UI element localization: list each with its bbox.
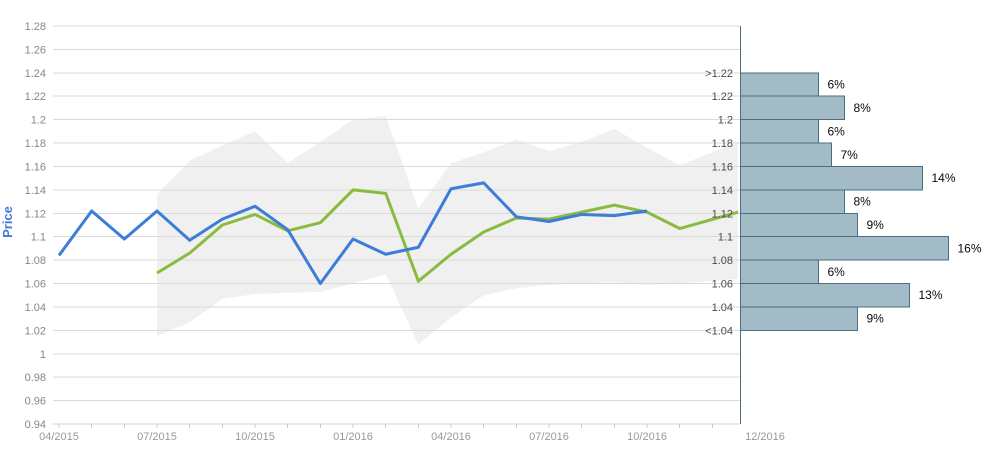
histogram-value-label: 7% <box>841 148 859 162</box>
y-axis-tick-label: 1.28 <box>25 21 46 33</box>
histogram-bin-label: 1.08 <box>712 255 733 267</box>
histogram-value-label: 8% <box>854 101 872 115</box>
axis-layer: 04/2015 07/2015 10/2015 01/2016 04/2016 07/20… <box>39 423 785 443</box>
y-axis-tick-label: 1.14 <box>25 185 46 197</box>
histogram-bar <box>740 259 819 285</box>
histogram-bin-label: <1.04 <box>705 325 733 337</box>
series-layer <box>57 181 739 286</box>
histogram-bar <box>740 283 910 308</box>
histogram-bin-label: 1.1 <box>718 232 733 244</box>
y-axis-tick-label: 1.06 <box>25 279 46 291</box>
y-axis-tick-label: 1.12 <box>25 208 46 220</box>
histogram-bar <box>740 95 845 121</box>
x-axis-label: 07/2015 <box>137 431 177 443</box>
y-axis-tick-label: 1.18 <box>25 138 46 150</box>
y-axis-tick-label: 1.26 <box>25 44 46 56</box>
x-axis-label: 04/2015 <box>39 431 79 443</box>
y-axis-tick-label: 1.24 <box>25 68 46 80</box>
y-axis-tick-label: 1.2 <box>31 115 46 127</box>
histogram-bin-label: 1.18 <box>712 138 733 150</box>
histogram-bar <box>740 212 858 238</box>
x-axis-label: 10/2016 <box>627 431 667 443</box>
histogram-bin-label: 1.14 <box>712 185 733 197</box>
histogram-bin-label: >1.22 <box>705 68 733 80</box>
histogram-bin-label: 1.06 <box>712 279 733 291</box>
x-axis-label: 07/2016 <box>529 431 569 443</box>
histogram-value-label: 13% <box>919 288 943 302</box>
forecast-range-band <box>157 116 738 345</box>
band-layer <box>157 116 738 345</box>
y-axis-tick-label: 1.08 <box>25 255 46 267</box>
y-axis-tick-label: 1.16 <box>25 161 46 173</box>
histogram-value-label: 9% <box>867 312 885 326</box>
histogram-bar <box>740 306 858 331</box>
y-axis-tick-label: 0.98 <box>25 372 46 384</box>
histogram-value-label: 16% <box>958 241 982 255</box>
x-axis-label: 12/2016 <box>745 431 785 443</box>
histogram-value-label: 9% <box>867 218 885 232</box>
actual-price-line <box>57 181 648 286</box>
histogram-bar <box>740 142 832 167</box>
y-axis-tick-label: 1.22 <box>25 91 46 103</box>
y-axis-tick-label: 1.04 <box>25 302 46 314</box>
x-axis-label: 10/2015 <box>235 431 275 443</box>
histogram-bar <box>740 165 923 191</box>
histogram-bar <box>740 189 845 214</box>
y-axis-tick-label: 0.96 <box>25 396 46 408</box>
histogram-layer: 6% 8% 6% 7% 14% 8% 9% 16% 6% 13% 9% >1.22 1.22 1.2 1.1… <box>705 26 982 424</box>
histogram-bin-label: 1.04 <box>712 302 733 314</box>
y-axis-tick-label: 0.94 <box>25 419 46 431</box>
histogram-value-label: 8% <box>854 195 872 209</box>
y-axis-tick-label: 1 <box>40 349 46 361</box>
histogram-bar <box>740 72 819 97</box>
y-axis-title: Price <box>0 206 15 238</box>
histogram-bin-label: 1.12 <box>712 208 733 220</box>
x-axis-label: 04/2016 <box>431 431 471 443</box>
histogram-bar <box>740 236 949 261</box>
y-axis-tick-label: 1.1 <box>31 232 46 244</box>
histogram-bin-label: 1.16 <box>712 161 733 173</box>
histogram-value-label: 14% <box>932 171 956 185</box>
forecast-line <box>156 188 739 283</box>
y-axis-tick-label: 1.02 <box>25 325 46 337</box>
histogram-value-label: 6% <box>828 78 846 92</box>
histogram-value-label: 6% <box>828 265 846 279</box>
histogram-bar <box>740 119 819 144</box>
histogram-value-label: 6% <box>828 124 846 138</box>
x-axis-label: 01/2016 <box>333 431 373 443</box>
histogram-bin-label: 1.22 <box>712 91 733 103</box>
histogram-bin-label: 1.2 <box>718 115 733 127</box>
